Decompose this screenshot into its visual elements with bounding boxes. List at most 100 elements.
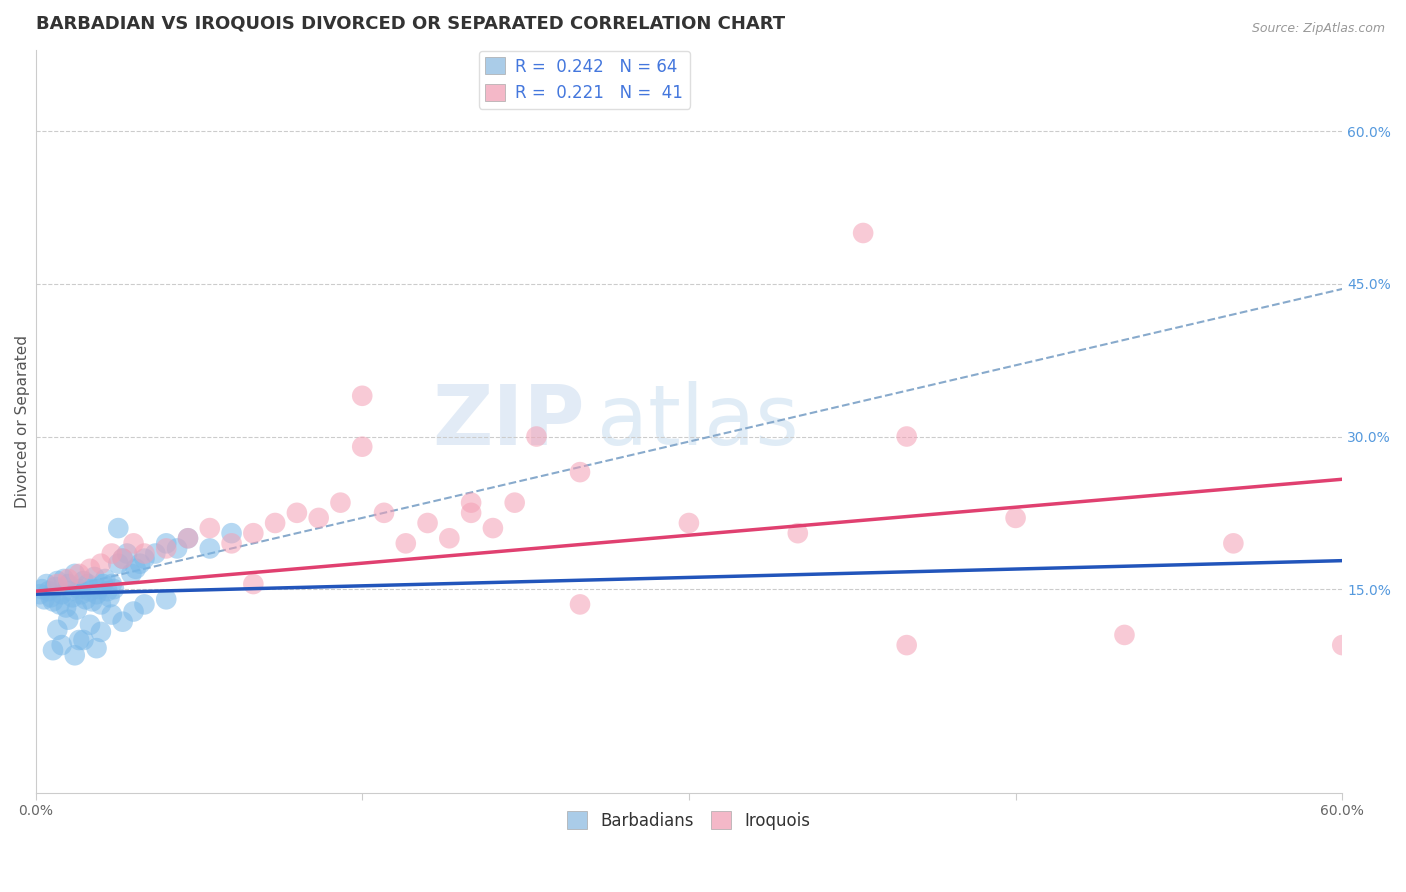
Point: [242, 577, 264, 591]
Point: [460, 496, 482, 510]
Point: [48, 598, 70, 612]
Point: [285, 506, 308, 520]
Point: [308, 511, 330, 525]
Point: [67, 566, 90, 581]
Point: [67, 633, 90, 648]
Point: [416, 516, 439, 530]
Point: [62, 591, 84, 605]
Point: [786, 526, 808, 541]
Point: [66, 602, 89, 616]
Point: [460, 506, 482, 520]
Point: [46, 574, 69, 588]
Point: [58, 577, 80, 591]
Point: [329, 496, 352, 510]
Point: [90, 624, 112, 639]
Point: [35, 577, 58, 591]
Point: [242, 526, 264, 541]
Point: [42, 643, 65, 657]
Point: [94, 572, 117, 586]
Point: [79, 562, 101, 576]
Point: [526, 429, 548, 443]
Point: [177, 531, 200, 545]
Point: [98, 591, 121, 605]
Point: [155, 536, 177, 550]
Point: [46, 623, 69, 637]
Point: [198, 541, 221, 556]
Point: [46, 577, 69, 591]
Point: [198, 521, 221, 535]
Point: [166, 541, 188, 556]
Y-axis label: Divorced or Separated: Divorced or Separated: [15, 334, 30, 508]
Point: [107, 557, 129, 571]
Point: [177, 531, 200, 545]
Point: [352, 440, 374, 454]
Point: [120, 566, 142, 581]
Text: BARBADIAN VS IROQUOIS DIVORCED OR SEPARATED CORRELATION CHART: BARBADIAN VS IROQUOIS DIVORCED OR SEPARA…: [35, 15, 785, 33]
Point: [1004, 511, 1026, 525]
Point: [86, 641, 108, 656]
Point: [143, 547, 166, 561]
Point: [155, 541, 177, 556]
Point: [852, 226, 875, 240]
Point: [264, 516, 287, 530]
Point: [482, 521, 505, 535]
Point: [115, 547, 138, 561]
Point: [44, 580, 66, 594]
Point: [90, 557, 112, 571]
Point: [86, 587, 108, 601]
Point: [111, 551, 134, 566]
Text: Source: ZipAtlas.com: Source: ZipAtlas.com: [1251, 22, 1385, 36]
Point: [122, 536, 145, 550]
Point: [221, 536, 243, 550]
Point: [28, 587, 51, 601]
Point: [439, 531, 461, 545]
Point: [67, 582, 90, 596]
Point: [52, 572, 75, 586]
Point: [395, 536, 418, 550]
Point: [373, 506, 395, 520]
Point: [91, 577, 114, 591]
Point: [122, 605, 145, 619]
Point: [678, 516, 700, 530]
Point: [155, 592, 177, 607]
Point: [63, 566, 86, 581]
Point: [70, 587, 93, 601]
Point: [111, 615, 134, 629]
Point: [503, 496, 526, 510]
Point: [221, 526, 243, 541]
Point: [76, 577, 98, 591]
Point: [32, 592, 55, 607]
Text: atlas: atlas: [598, 381, 799, 462]
Point: [101, 607, 124, 622]
Point: [51, 587, 73, 601]
Point: [569, 598, 592, 612]
Point: [101, 577, 124, 591]
Point: [39, 591, 62, 605]
Point: [103, 582, 125, 596]
Point: [96, 584, 118, 599]
Point: [58, 572, 80, 586]
Point: [134, 547, 156, 561]
Point: [1222, 536, 1244, 550]
Point: [134, 598, 156, 612]
Point: [75, 592, 97, 607]
Point: [87, 582, 110, 596]
Point: [134, 551, 156, 566]
Point: [896, 638, 918, 652]
Point: [896, 429, 918, 443]
Point: [79, 584, 101, 599]
Point: [90, 598, 112, 612]
Point: [72, 633, 94, 648]
Point: [1114, 628, 1136, 642]
Point: [58, 613, 80, 627]
Text: ZIP: ZIP: [432, 381, 585, 462]
Point: [107, 521, 129, 535]
Point: [51, 638, 73, 652]
Point: [101, 547, 124, 561]
Point: [111, 551, 134, 566]
Point: [83, 570, 105, 584]
Point: [129, 557, 152, 571]
Point: [31, 582, 53, 596]
Point: [125, 562, 148, 576]
Point: [82, 594, 104, 608]
